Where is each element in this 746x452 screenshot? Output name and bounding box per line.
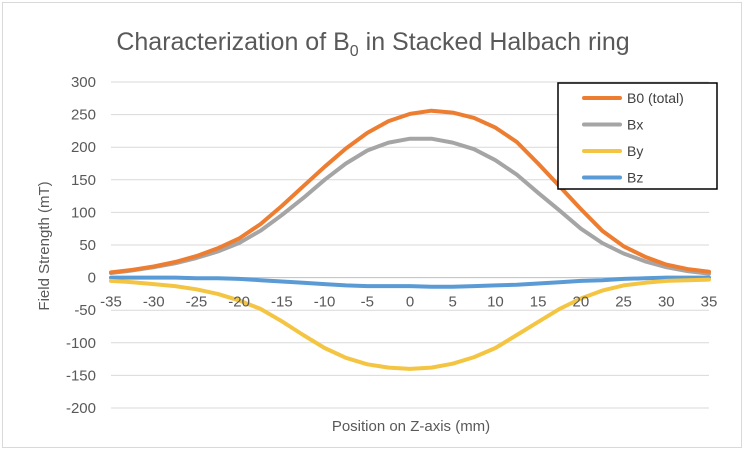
x-tick-label: 10	[487, 294, 504, 311]
legend-label: Bz	[627, 170, 643, 186]
x-tick-label: -30	[143, 294, 165, 311]
y-tick-label: 0	[88, 270, 96, 287]
x-tick-label: -20	[228, 294, 250, 311]
y-tick-label: 150	[71, 172, 96, 189]
x-tick-label: -10	[314, 294, 336, 311]
series-line-bx	[109, 136, 711, 276]
y-tick-label: 200	[71, 139, 96, 156]
series-line-bz	[109, 275, 711, 289]
x-tick-label: 15	[530, 294, 547, 311]
chart-title-suffix: in Stacked Halbach ring	[359, 28, 630, 56]
x-tick-label: 25	[615, 294, 632, 311]
y-tick-label: 250	[71, 107, 96, 124]
chart-title-subscript: 0	[350, 43, 359, 60]
chart-frame: Characterization of B0 in Stacked Halbac…	[2, 2, 742, 448]
x-tick-label: 30	[658, 294, 675, 311]
y-tick-label: -150	[66, 367, 96, 384]
x-tick-label: 5	[449, 294, 457, 311]
legend-box	[557, 82, 718, 190]
line-chart: Characterization of B0 in Stacked Halbac…	[36, 28, 718, 435]
x-tick-label: 0	[406, 294, 414, 311]
y-tick-label: 50	[79, 237, 96, 254]
chart-title: Characterization of B0 in Stacked Halbac…	[116, 28, 629, 60]
chart-title-main: Characterization of B	[116, 28, 349, 56]
legend: B0 (total) Bx By Bz	[557, 82, 718, 190]
series-line-b0-total	[109, 108, 711, 275]
x-tick-label: -15	[271, 294, 293, 311]
y-tick-label: -100	[66, 335, 96, 352]
x-axis-title: Position on Z-axis (mm)	[332, 418, 490, 435]
x-tick-label: 20	[573, 294, 590, 311]
legend-label: Bx	[627, 117, 643, 133]
x-tick-label: 35	[701, 294, 718, 311]
y-tick-label: 300	[71, 74, 96, 91]
y-axis-title: Field Strength (mT)	[36, 181, 53, 310]
legend-label: By	[627, 143, 643, 159]
y-tick-label: -200	[66, 400, 96, 417]
x-tick-label: -5	[361, 294, 374, 311]
y-tick-label: -50	[74, 302, 96, 319]
x-tick-label: -25	[186, 294, 208, 311]
y-tick-label: 100	[71, 204, 96, 221]
series-line-by	[109, 277, 711, 371]
series-lines	[109, 108, 711, 371]
legend-label: B0 (total)	[627, 90, 684, 106]
x-tick-label: -35	[100, 294, 122, 311]
